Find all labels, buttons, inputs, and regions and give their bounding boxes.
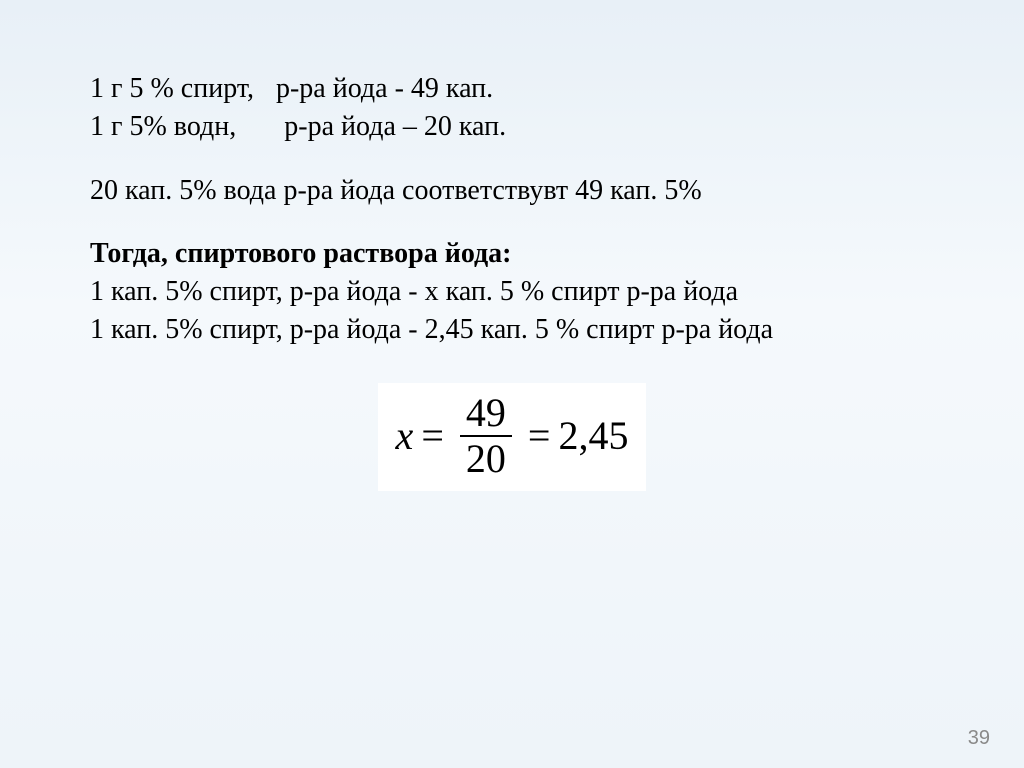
line1-part-b: р-ра йода - 49 кап. [276, 73, 493, 104]
formula-equals-1: = [421, 409, 444, 463]
formula-variable: x [396, 409, 414, 463]
formula-equals-2: = [528, 409, 551, 463]
text-line-6: 1 кап. 5% спирт, р-ра йода - 2,45 кап. 5… [90, 311, 934, 349]
text-line-2: 1 г 5% водн, р-ра йода – 20 кап. [90, 108, 934, 146]
text-line-5: 1 кап. 5% спирт, р-ра йода - х кап. 5 % … [90, 273, 934, 311]
formula-denominator: 20 [460, 437, 512, 479]
page-number: 39 [968, 727, 990, 750]
formula-equation: x = 49 20 = 2,45 [396, 393, 629, 479]
formula-fraction: 49 20 [460, 393, 512, 479]
line2-part-a: 1 г 5% водн, [90, 111, 236, 142]
line1-part-a: 1 г 5 % спирт, [90, 73, 254, 104]
slide-content: 1 г 5 % спирт, р-ра йода - 49 кап. 1 г 5%… [0, 0, 1024, 491]
formula-numerator: 49 [460, 393, 512, 435]
text-line-1: 1 г 5 % спирт, р-ра йода - 49 кап. [90, 70, 934, 108]
text-line-3: 20 кап. 5% вода р-ра йода соответствувт … [90, 172, 934, 210]
formula-result: 2,45 [558, 409, 628, 463]
formula-container: x = 49 20 = 2,45 [90, 383, 934, 491]
line2-part-b: р-ра йода – 20 кап. [284, 111, 506, 142]
text-line-4: Тогда, спиртового раствора йода: [90, 235, 934, 273]
formula-box: x = 49 20 = 2,45 [378, 383, 647, 491]
